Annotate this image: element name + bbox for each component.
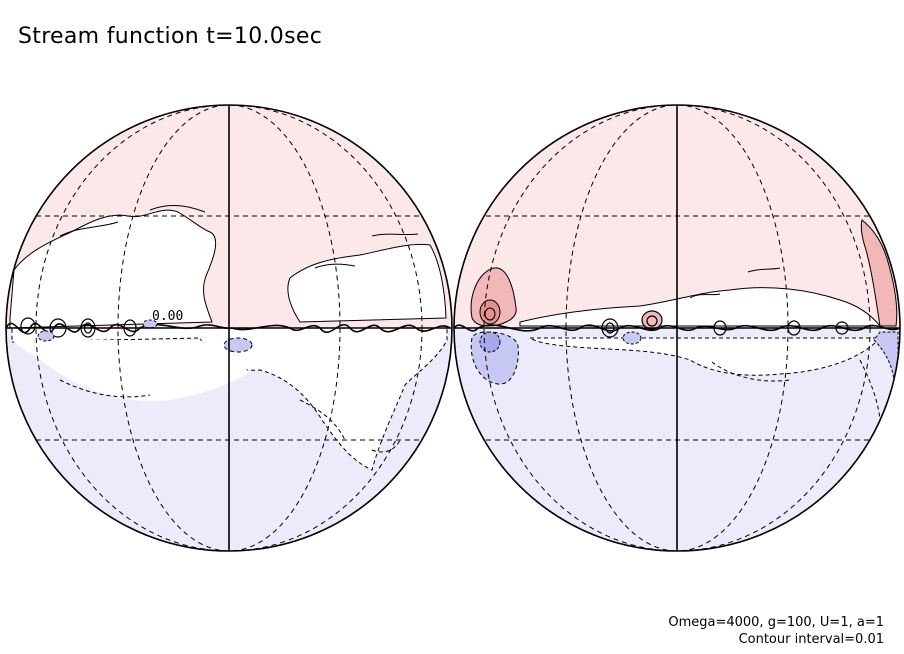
contour-interval: Contour interval=0.01 [738, 632, 884, 647]
left-hemisphere: 0.00 [5, 104, 453, 552]
left-negative-vortex [223, 337, 253, 353]
left-zero-region-south [11, 327, 448, 471]
left-contour-fragments-south [59, 379, 401, 453]
right-strong-positive-core-inner [484, 307, 496, 321]
right-vortex-2 [641, 310, 663, 330]
right-negative-vortex-1 [622, 331, 642, 345]
contour-label: 0.00 [152, 309, 183, 324]
right-zero-region-south [528, 337, 882, 376]
right-edge-negative-vortex [873, 331, 899, 381]
left-vortex-1 [20, 317, 36, 335]
right-contour-fragments-south [711, 359, 881, 421]
left-contour-fragments [59, 205, 419, 269]
right-vortex-2-inner [646, 315, 658, 327]
left-negative-vortex-2 [37, 330, 55, 342]
right-hemisphere [453, 104, 901, 552]
model-parameters: Omega=4000, g=100, U=1, a=1 [668, 615, 884, 630]
left-zero-region-south-2 [12, 340, 250, 401]
right-zero-region-north [519, 287, 882, 327]
right-contour-fragments [689, 267, 781, 299]
left-negative-vortex-3 [142, 319, 158, 329]
left-zero-region-north-2 [287, 243, 447, 323]
right-strong-negative-core [479, 331, 501, 353]
right-edge-positive-vortex [860, 219, 898, 327]
plot-title: Stream function t=10.0sec [18, 24, 323, 49]
plot-footer: Omega=4000, g=100, U=1, a=1 Contour inte… [668, 614, 884, 648]
